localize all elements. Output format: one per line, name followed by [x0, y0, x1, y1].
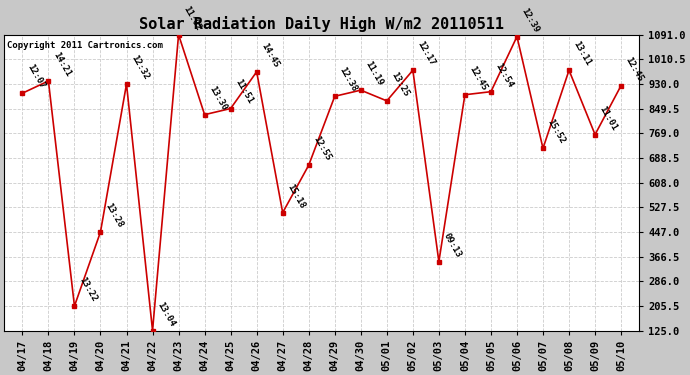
Text: 13:22: 13:22 — [77, 276, 99, 303]
Text: 13:28: 13:28 — [104, 201, 124, 229]
Text: 15:52: 15:52 — [546, 118, 567, 146]
Text: 11:51: 11:51 — [233, 78, 255, 106]
Text: 09:13: 09:13 — [442, 231, 463, 259]
Text: 12:32: 12:32 — [129, 54, 150, 81]
Text: 11:01: 11:01 — [598, 104, 619, 132]
Text: 14:21: 14:21 — [51, 50, 72, 78]
Text: 12:07: 12:07 — [25, 63, 46, 90]
Text: 13:30: 13:30 — [208, 84, 228, 112]
Text: 11:19: 11:19 — [364, 60, 385, 87]
Text: 15:18: 15:18 — [286, 182, 306, 210]
Text: 12:38: 12:38 — [337, 66, 359, 93]
Text: 12:17: 12:17 — [415, 40, 437, 68]
Text: 13:25: 13:25 — [390, 70, 411, 98]
Text: 11:02: 11:02 — [181, 4, 203, 32]
Text: 12:45: 12:45 — [624, 55, 645, 83]
Text: 12:55: 12:55 — [311, 135, 333, 162]
Text: 12:39: 12:39 — [520, 6, 541, 34]
Text: 12:45: 12:45 — [468, 64, 489, 92]
Text: 14:45: 14:45 — [259, 41, 281, 69]
Text: 12:54: 12:54 — [494, 61, 515, 89]
Text: 13:04: 13:04 — [155, 300, 177, 328]
Text: 13:11: 13:11 — [572, 40, 593, 68]
Title: Solar Radiation Daily High W/m2 20110511: Solar Radiation Daily High W/m2 20110511 — [139, 16, 504, 32]
Text: Copyright 2011 Cartronics.com: Copyright 2011 Cartronics.com — [8, 40, 164, 50]
